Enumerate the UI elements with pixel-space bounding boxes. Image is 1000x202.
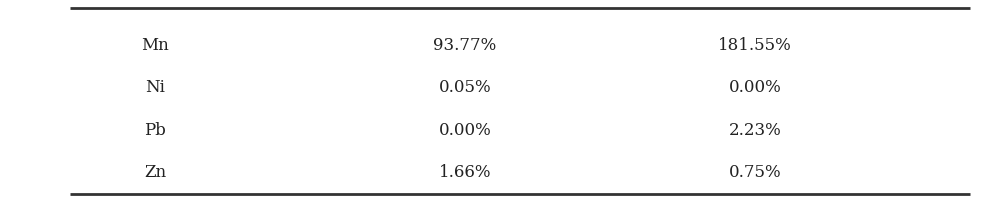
Text: Pb: Pb bbox=[144, 122, 166, 139]
Text: 93.77%: 93.77% bbox=[433, 37, 497, 54]
Text: 1.66%: 1.66% bbox=[439, 164, 491, 181]
Text: 0.00%: 0.00% bbox=[439, 122, 491, 139]
Text: 181.55%: 181.55% bbox=[718, 37, 792, 54]
Text: 2.23%: 2.23% bbox=[729, 122, 781, 139]
Text: Zn: Zn bbox=[144, 164, 166, 181]
Text: 0.05%: 0.05% bbox=[439, 79, 491, 96]
Text: Ni: Ni bbox=[145, 79, 165, 96]
Text: Mn: Mn bbox=[141, 37, 169, 54]
Text: 0.75%: 0.75% bbox=[729, 164, 781, 181]
Text: 0.00%: 0.00% bbox=[729, 79, 781, 96]
